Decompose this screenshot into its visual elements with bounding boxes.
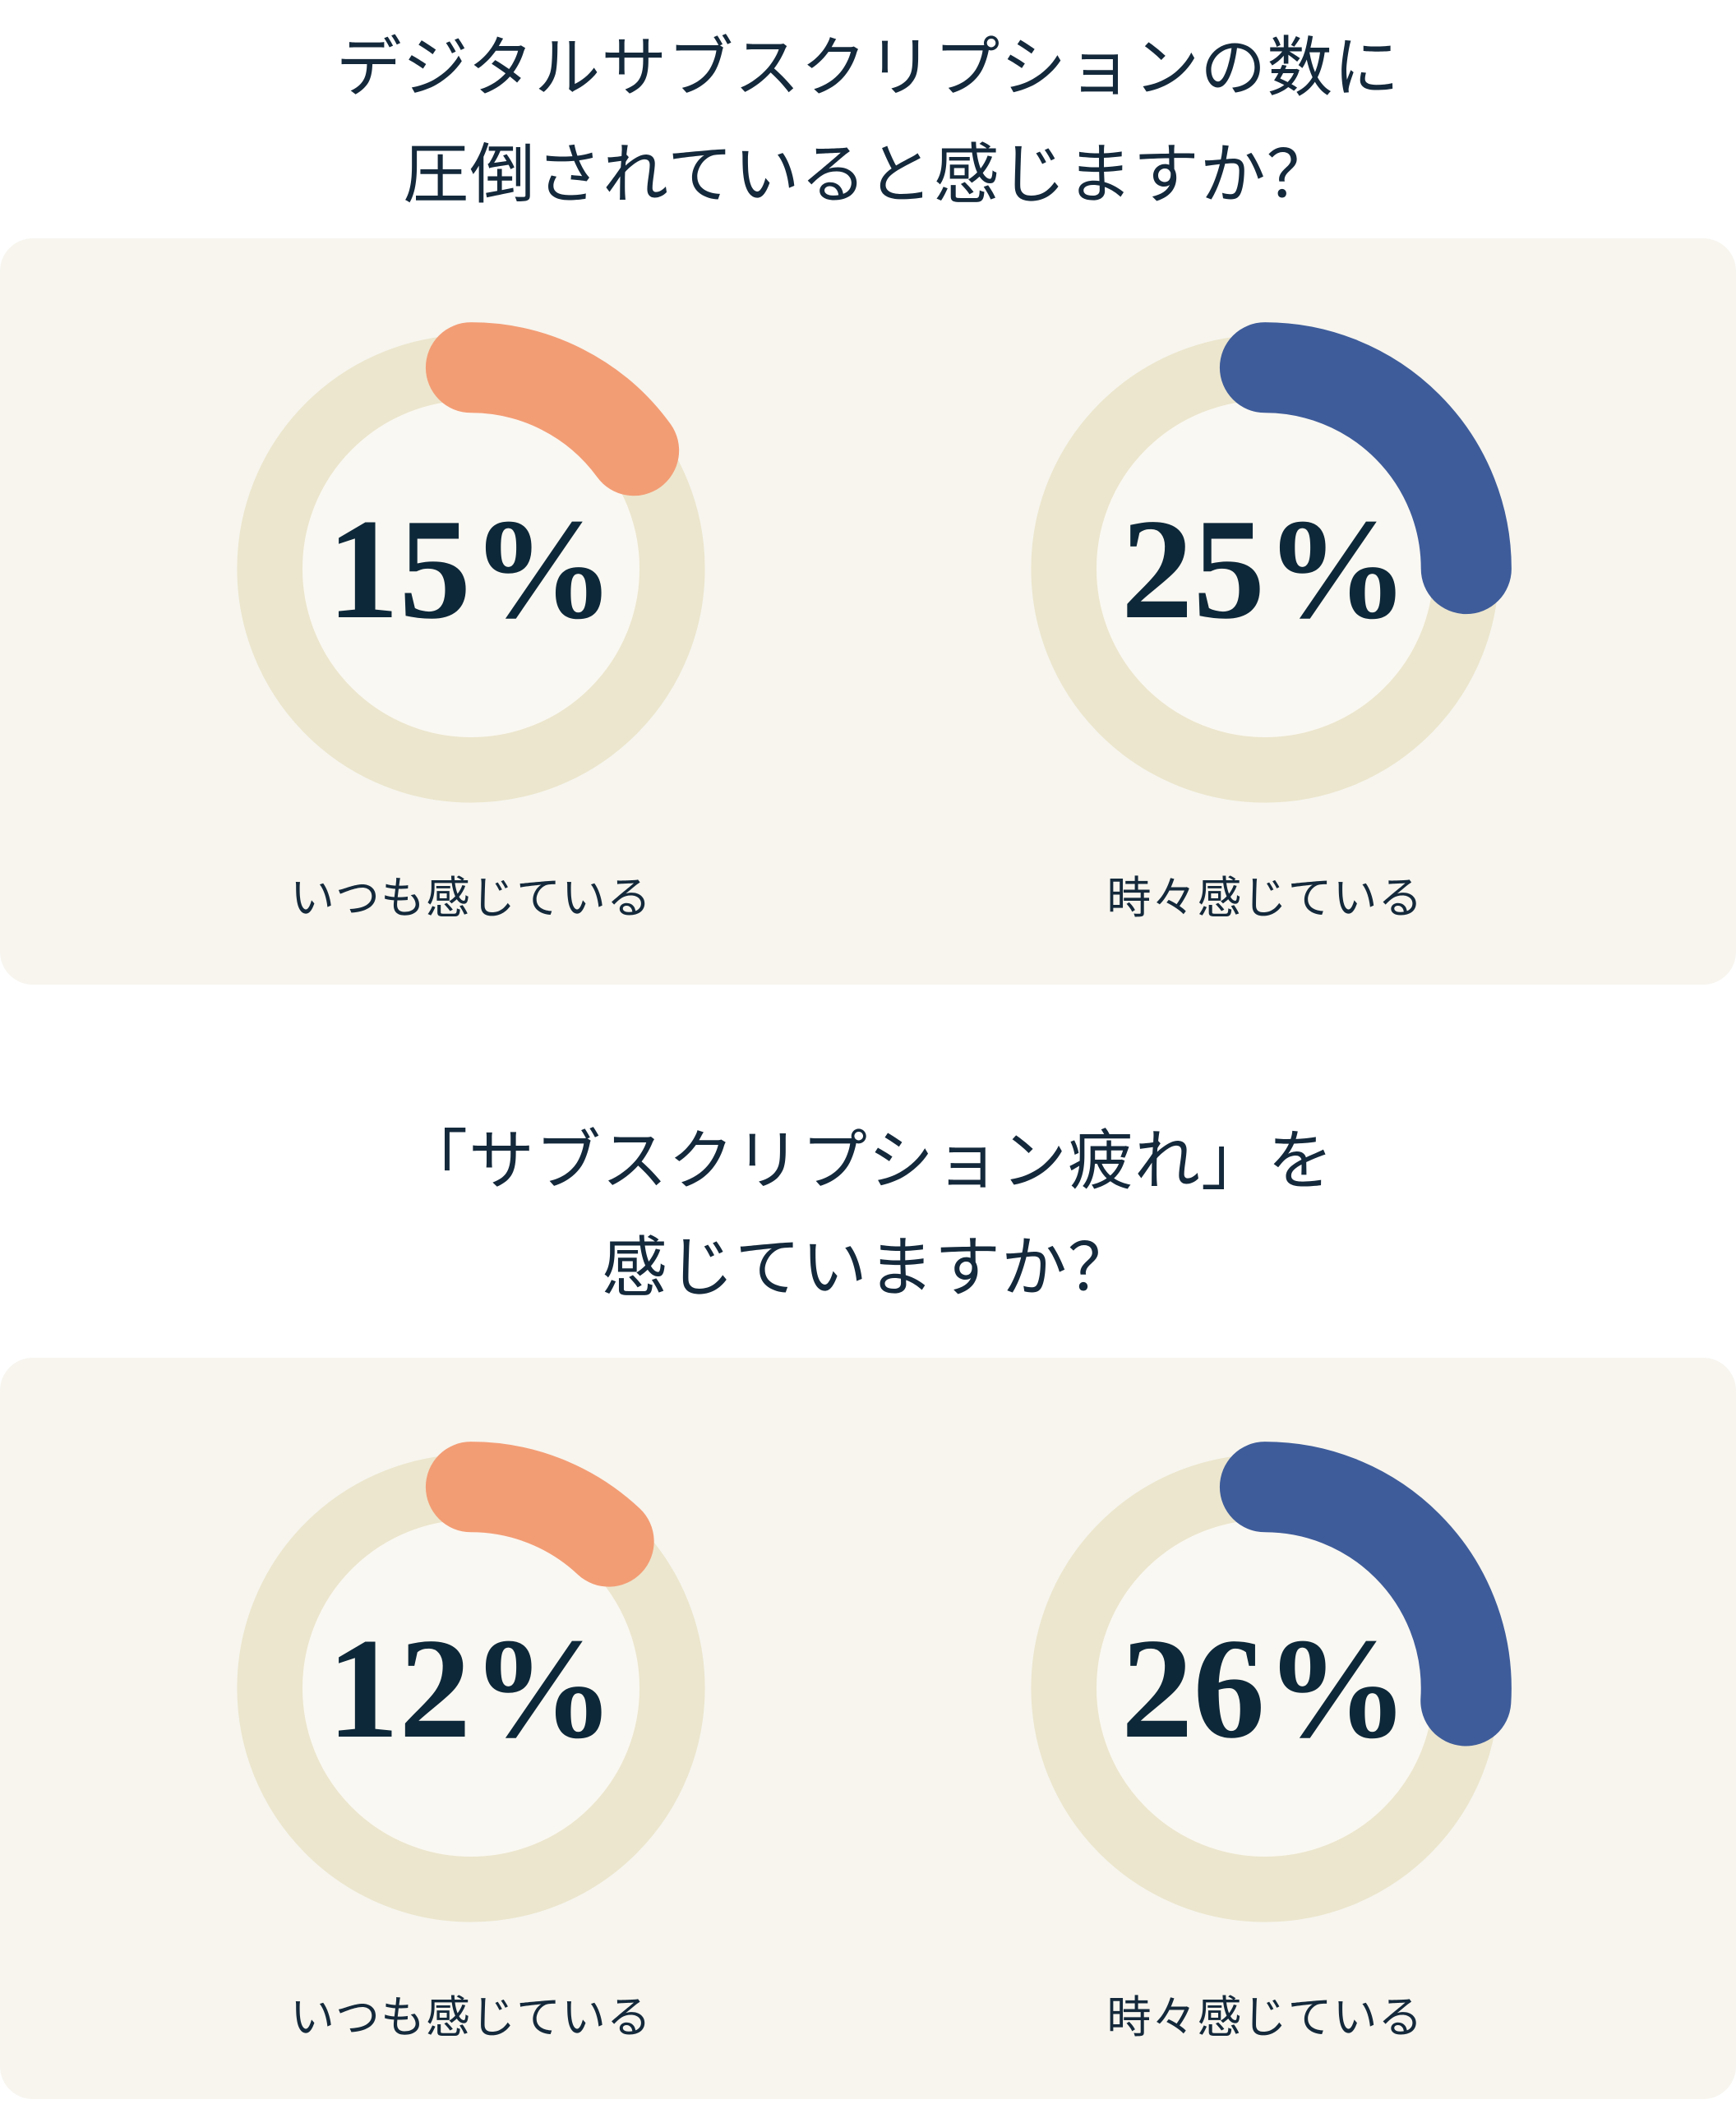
donut-value-arc <box>1018 322 1512 815</box>
donut-chart-sometimes: 26% 時々感じている <box>868 1358 1662 2099</box>
donut-svg <box>224 322 718 815</box>
donut-value-arc <box>224 1442 718 1935</box>
title-line-2: 圧倒されていると感じますか？ <box>403 138 1333 211</box>
chart-card: 12% いつも感じている 26% 時々感じている <box>0 1358 1736 2099</box>
chart-label: いつも感じている <box>290 874 652 923</box>
donut-ring: 26% <box>1013 1437 1517 1940</box>
percentage-value: 26% <box>1121 1608 1409 1768</box>
donut-chart-always: 15% いつも感じている <box>74 238 868 985</box>
section-subscription-fatigue: 「サブスクリプション疲れ」を 感じていますか？ 12% いつも感じている <box>0 985 1736 2099</box>
donut-svg <box>224 1442 718 1935</box>
title-line-1: 「サブスクリプション疲れ」を <box>402 1124 1334 1197</box>
donut-chart-always: 12% いつも感じている <box>74 1358 868 2099</box>
donut-ring: 12% <box>219 1437 723 1940</box>
donut-value-arc <box>1018 1442 1512 1935</box>
section-overwhelmed: デジタルサブスクリプションの数に 圧倒されていると感じますか？ 15% いつも感… <box>0 0 1736 985</box>
title-line-1: デジタルサブスクリプションの数に <box>335 31 1401 104</box>
section-title: 「サブスクリプション疲れ」を 感じていますか？ <box>0 985 1736 1358</box>
section-title: デジタルサブスクリプションの数に 圧倒されていると感じますか？ <box>0 0 1736 238</box>
title-line-2: 感じていますか？ <box>602 1231 1134 1304</box>
percentage-value: 12% <box>327 1608 615 1768</box>
donut-ring: 15% <box>219 317 723 820</box>
donut-svg <box>1018 322 1512 815</box>
donut-svg <box>1018 1442 1512 1935</box>
chart-card: 15% いつも感じている 25% 時々感じている <box>0 238 1736 985</box>
chart-label: 時々感じている <box>1106 1993 1424 2042</box>
chart-label: 時々感じている <box>1106 874 1424 923</box>
donut-chart-sometimes: 25% 時々感じている <box>868 238 1662 985</box>
percentage-value: 25% <box>1121 488 1409 648</box>
donut-ring: 25% <box>1013 317 1517 820</box>
percentage-value: 15% <box>327 488 615 648</box>
donut-value-arc <box>224 322 718 815</box>
chart-label: いつも感じている <box>290 1993 652 2042</box>
